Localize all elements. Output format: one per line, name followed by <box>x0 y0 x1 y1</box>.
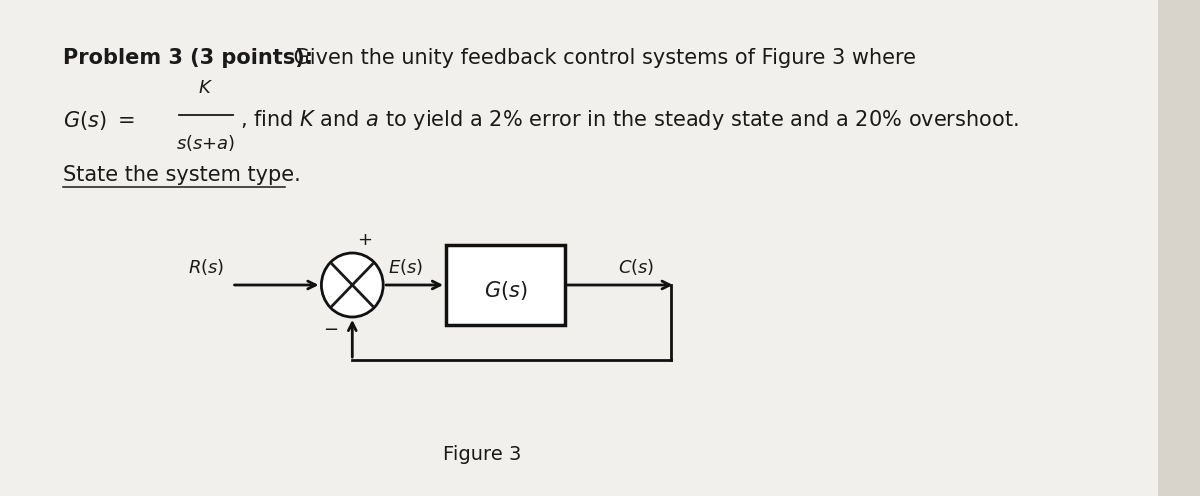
Text: Figure 3: Figure 3 <box>444 445 522 464</box>
Text: State the system type.: State the system type. <box>62 165 300 185</box>
Text: $G(s)$: $G(s)$ <box>484 278 527 302</box>
Text: $K$: $K$ <box>198 79 214 97</box>
Text: , find $K$ and $a$ to yield a 2% error in the steady state and a 20% overshoot.: , find $K$ and $a$ to yield a 2% error i… <box>240 108 1019 132</box>
Text: $C(s)$: $C(s)$ <box>618 257 654 277</box>
Text: $s(s{+}a)$: $s(s{+}a)$ <box>176 133 235 153</box>
Text: +: + <box>358 231 372 249</box>
Text: −: − <box>323 321 338 339</box>
Circle shape <box>322 253 383 317</box>
Text: $G(s)\ =$: $G(s)\ =$ <box>62 109 134 131</box>
Bar <box>446 245 565 325</box>
Text: $E(s)$: $E(s)$ <box>388 257 424 277</box>
Text: Given the unity feedback control systems of Figure 3 where: Given the unity feedback control systems… <box>287 48 916 68</box>
Text: Problem 3 (3 points):: Problem 3 (3 points): <box>62 48 313 68</box>
Text: $R(s)$: $R(s)$ <box>187 257 224 277</box>
